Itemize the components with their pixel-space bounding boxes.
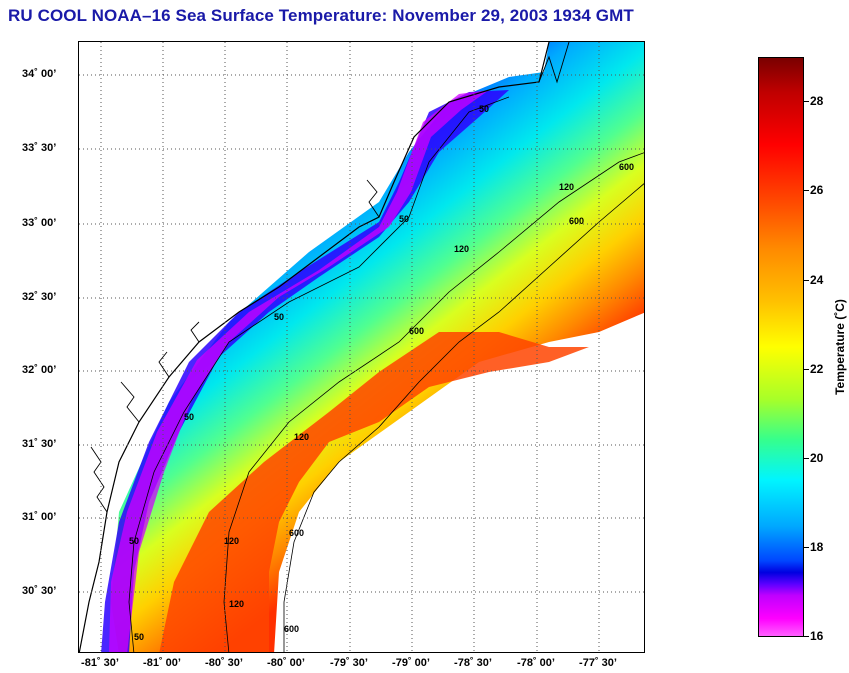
colorbar-label-26: 26 — [810, 183, 824, 197]
graticule — [79, 42, 644, 652]
colorbar-tick-20 — [804, 458, 809, 459]
lat-label-32-30: 32˚ 30’ — [22, 291, 57, 303]
isobath-50 — [128, 96, 510, 652]
isobath-label: 50 — [184, 412, 194, 422]
isobath-label: 50 — [274, 312, 284, 322]
inland-waters — [90, 42, 570, 513]
lon-label-78-30: -78˚ 30’ — [454, 657, 492, 669]
isobath-label: 600 — [284, 624, 299, 634]
isobath-label: 120 — [229, 599, 244, 609]
lon-label-80-00: -80˚ 00’ — [267, 657, 305, 669]
colorbar-tick-18 — [804, 547, 809, 548]
isobath-label: 600 — [619, 162, 634, 172]
lat-label-32-00: 32˚ 00’ — [22, 364, 57, 376]
lon-label-78-00: -78˚ 00’ — [517, 657, 555, 669]
isobath-label: 600 — [289, 528, 304, 538]
isobath-label: 50 — [479, 104, 489, 114]
colorbar-label-24: 24 — [810, 273, 824, 287]
colorbar-label-22: 22 — [810, 362, 824, 376]
lon-label-81-30: -81˚ 30’ — [81, 657, 119, 669]
colorbar-label-20: 20 — [810, 451, 824, 465]
lat-label-33-30: 33˚ 30’ — [22, 142, 57, 154]
isobath-label: 120 — [224, 536, 239, 546]
lat-label-31-00: 31˚ 00’ — [22, 511, 57, 523]
colorbar-tick-22 — [804, 369, 809, 370]
colorbar-label-18: 18 — [810, 540, 824, 554]
lat-label-34-00: 34˚ 00’ — [22, 68, 57, 80]
colorbar-tick-28 — [804, 101, 809, 102]
isobath-label: 50 — [134, 632, 144, 642]
colorbar — [758, 57, 804, 637]
colorbar-tick-26 — [804, 190, 809, 191]
isobath-label: 120 — [559, 182, 574, 192]
page-title: RU COOL NOAA–16 Sea Surface Temperature:… — [8, 6, 634, 25]
lon-label-79-30: -79˚ 30’ — [330, 657, 368, 669]
isobath-label: 600 — [409, 326, 424, 336]
isobath-label: 600 — [569, 216, 584, 226]
lon-label-77-30: -77˚ 30’ — [579, 657, 617, 669]
colorbar-label-16: 16 — [810, 629, 824, 643]
colorbar-title: Temperature (˚C) — [833, 299, 847, 395]
isobath-label: 120 — [454, 244, 469, 254]
lat-label-30-30: 30˚ 30’ — [22, 585, 57, 597]
colorbar-tick-24 — [804, 280, 809, 281]
lat-label-33-00: 33˚ 00’ — [22, 217, 57, 229]
lat-label-31-30: 31˚ 30’ — [22, 438, 57, 450]
isobath-600 — [283, 183, 644, 652]
sst-map[interactable]: 50 50 50 50 50 50 120 120 120 120 120 60… — [78, 41, 645, 653]
colorbar-tick-16 — [804, 636, 809, 637]
sst-map-svg: 50 50 50 50 50 50 120 120 120 120 120 60… — [79, 42, 644, 652]
colorbar-label-28: 28 — [810, 94, 824, 108]
isobath-label: 120 — [294, 432, 309, 442]
lon-label-80-30: -80˚ 30’ — [205, 657, 243, 669]
lon-label-81-00: -81˚ 00’ — [143, 657, 181, 669]
gulf-stream-edge — [159, 332, 589, 652]
isobath-120 — [223, 152, 644, 652]
lon-label-79-00: -79˚ 00’ — [392, 657, 430, 669]
isobath-label: 50 — [129, 536, 139, 546]
isobath-label: 50 — [399, 214, 409, 224]
